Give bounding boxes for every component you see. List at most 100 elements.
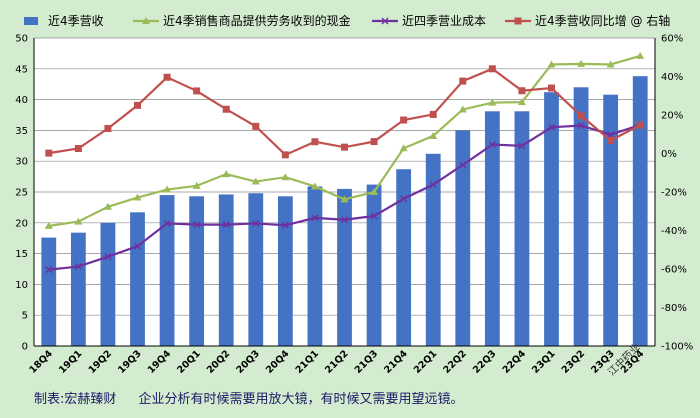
x-tick-23Q1: 23Q1 bbox=[530, 348, 558, 376]
point-1-20Q3 bbox=[252, 219, 260, 227]
x-tick-20Q2: 20Q2 bbox=[205, 348, 233, 376]
right-axis-ticks: -100% -80% -60% -40% -20% 0% 20% 40% 60% bbox=[661, 34, 693, 353]
point-2-21Q1 bbox=[311, 138, 319, 146]
point-0-22Q1 bbox=[429, 131, 438, 139]
point-1-20Q2 bbox=[222, 221, 230, 229]
axes bbox=[33, 38, 656, 347]
point-0-20Q4 bbox=[281, 173, 290, 181]
y-tick-7: 35 bbox=[15, 126, 28, 137]
point-2-23Q4 bbox=[636, 121, 644, 129]
bar-19Q1 bbox=[70, 232, 86, 346]
bar-22Q3 bbox=[484, 111, 500, 346]
point-1-22Q1 bbox=[429, 181, 437, 189]
bar-20Q2 bbox=[218, 194, 234, 346]
point-1-19Q2 bbox=[104, 253, 112, 261]
bar-23Q2 bbox=[573, 87, 589, 346]
x-tick-21Q2: 21Q2 bbox=[323, 348, 351, 376]
legend-item-2: 近四季营业成本 bbox=[372, 14, 486, 28]
x-tick-18Q4: 18Q4 bbox=[27, 348, 55, 376]
point-2-20Q3 bbox=[252, 122, 260, 130]
y-tick-6: 30 bbox=[15, 157, 28, 168]
point-2-19Q2 bbox=[104, 124, 112, 132]
bar-21Q3 bbox=[366, 184, 382, 346]
point-0-21Q1 bbox=[310, 182, 319, 190]
point-2-22Q3 bbox=[488, 65, 496, 73]
x-tick-20Q4: 20Q4 bbox=[264, 348, 292, 376]
x-tick-22Q3: 22Q3 bbox=[471, 348, 499, 376]
y-tick-2: 10 bbox=[15, 280, 28, 291]
point-2-20Q1 bbox=[193, 87, 201, 95]
y-tick-3: 15 bbox=[15, 249, 28, 260]
y-tick-8: 40 bbox=[15, 95, 28, 106]
point-0-21Q3 bbox=[370, 188, 379, 195]
point-1-21Q1 bbox=[311, 214, 319, 222]
y-tick-10: 50 bbox=[15, 34, 28, 45]
point-1-23Q2 bbox=[577, 121, 585, 129]
point-0-19Q1 bbox=[74, 217, 83, 225]
y-tick-9: 45 bbox=[15, 64, 28, 75]
point-0-19Q3 bbox=[133, 193, 142, 201]
x-tick-22Q4: 22Q4 bbox=[501, 348, 529, 376]
x-tick-23Q2: 23Q2 bbox=[560, 348, 588, 376]
x-tick-22Q1: 22Q1 bbox=[412, 348, 440, 376]
point-0-23Q3 bbox=[606, 60, 615, 68]
point-1-21Q4 bbox=[400, 195, 408, 203]
y2-tick-7: 40% bbox=[661, 72, 683, 83]
y-tick-0: 0 bbox=[22, 342, 28, 353]
y2-tick-2: -60% bbox=[661, 265, 687, 276]
bar-series bbox=[41, 76, 648, 346]
point-2-18Q4 bbox=[45, 149, 53, 157]
point-0-19Q2 bbox=[103, 202, 112, 210]
point-2-21Q3 bbox=[370, 138, 378, 146]
x-tick-21Q1: 21Q1 bbox=[294, 348, 322, 376]
y2-tick-3: -40% bbox=[661, 226, 687, 237]
point-0-21Q4 bbox=[399, 144, 408, 152]
point-1-19Q3 bbox=[134, 242, 141, 250]
footer-maker: 制表:宏赫臻财 bbox=[34, 392, 117, 407]
point-2-21Q4 bbox=[400, 116, 408, 124]
point-2-22Q2 bbox=[459, 77, 467, 85]
y-tick-5: 25 bbox=[15, 188, 28, 199]
x-tick-21Q3: 21Q3 bbox=[353, 348, 381, 376]
point-1-22Q4 bbox=[518, 142, 526, 150]
point-1-21Q2 bbox=[341, 216, 348, 224]
bar-23Q4 bbox=[632, 76, 648, 346]
legend-item-3: 近4季营收同比增 @ 右轴 bbox=[505, 13, 670, 28]
point-2-20Q4 bbox=[281, 151, 289, 159]
point-1-22Q2 bbox=[459, 161, 467, 169]
bar-20Q4 bbox=[277, 196, 293, 346]
point-2-21Q2 bbox=[341, 143, 348, 151]
point-2-22Q4 bbox=[518, 87, 526, 95]
point-2-19Q4 bbox=[163, 73, 171, 81]
point-0-20Q1 bbox=[192, 181, 201, 189]
point-1-19Q1 bbox=[74, 263, 82, 271]
point-1-20Q4 bbox=[281, 221, 289, 229]
point-0-20Q3 bbox=[251, 177, 260, 185]
legend-label-3: 近4季营收同比增 @ 右轴 bbox=[535, 13, 670, 28]
point-0-19Q4 bbox=[163, 185, 172, 193]
y-tick-4: 20 bbox=[15, 218, 28, 229]
legend-item-0: 近4季营收 bbox=[24, 14, 104, 28]
point-1-23Q3 bbox=[607, 131, 615, 139]
point-1-21Q3 bbox=[370, 212, 378, 220]
legend-label-1: 近4季销售商品提供劳务收到的现金 bbox=[163, 13, 351, 28]
y2-tick-8: 60% bbox=[661, 34, 683, 45]
point-2-22Q1 bbox=[429, 110, 437, 118]
point-0-23Q2 bbox=[577, 59, 586, 67]
point-0-23Q4 bbox=[636, 51, 645, 59]
bar-22Q1 bbox=[425, 153, 441, 346]
x-tick-21Q4: 21Q4 bbox=[382, 348, 410, 376]
bar-20Q3 bbox=[248, 193, 264, 346]
bar-21Q2 bbox=[337, 188, 352, 346]
point-1-20Q1 bbox=[193, 221, 201, 229]
point-0-23Q1 bbox=[547, 60, 556, 68]
legend-item-1: 近4季销售商品提供劳务收到的现金 bbox=[133, 13, 351, 28]
bar-20Q1 bbox=[189, 196, 205, 346]
footer-slogan: 企业分析有时候需要用放大镜，有时候又需要用望远镜。 bbox=[138, 392, 464, 407]
y2-tick-1: -80% bbox=[661, 303, 687, 314]
legend: 近4季营收 近4季销售商品提供劳务收到的现金 近四季营业成本 近4季营收同比增 @ 右… bbox=[24, 13, 670, 28]
y2-tick-0: -100% bbox=[661, 342, 693, 353]
legend-label-2: 近四季营业成本 bbox=[402, 14, 486, 28]
point-0-22Q4 bbox=[517, 98, 526, 106]
